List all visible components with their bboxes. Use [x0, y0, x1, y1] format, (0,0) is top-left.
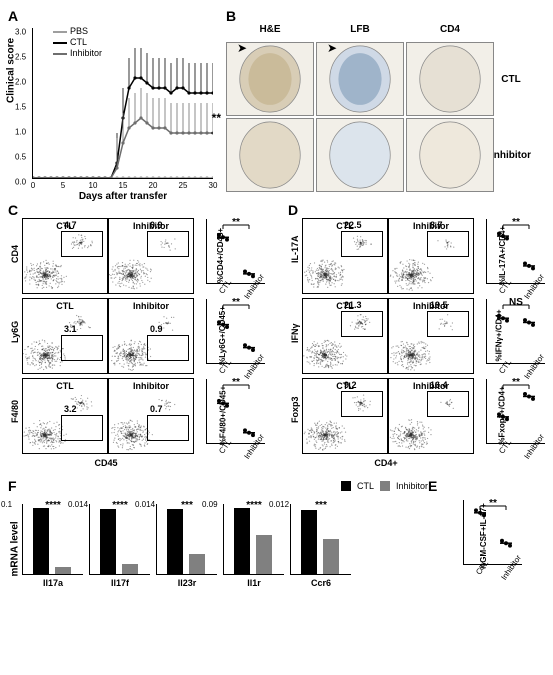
scatter-F4/80-ctl: CTL 3.2: [22, 378, 108, 454]
hdr-cd4: CD4: [406, 24, 494, 40]
panel-C-label: C: [8, 202, 18, 218]
scatter-CD4-inhibitor: Inhibitor 0.9: [108, 218, 194, 294]
panel-F-label: F: [8, 478, 17, 494]
clinical-score-chart: PBS CTL Inhibitor Clinical score Days af…: [32, 28, 213, 179]
barF-legend: CTL Inhibitor: [341, 481, 428, 491]
row-CD: C CD4CTL 4.7Inhibitor 0.9 ** %CD4+/CD45+…: [8, 202, 545, 468]
scatter-Foxp3-ctl: CTL 9.2: [302, 378, 388, 454]
brain-ctl-cd4: [406, 42, 494, 116]
scatter-Ly6G-inhibitor: Inhibitor 0.9: [108, 298, 194, 374]
rowlbl-ctl: CTL: [496, 42, 526, 116]
brain-inh-cd4: [406, 118, 494, 192]
row-AB: A PBS CTL Inhibitor Clinical score Days …: [8, 8, 545, 192]
scatter-Ly6G-ctl: CTL 3.1: [22, 298, 108, 374]
hdr-lfb: LFB: [316, 24, 404, 40]
brain-inh-he: [226, 118, 314, 192]
brain-ctl-lfb: ➤: [316, 42, 404, 116]
brain-inh-lfb: [316, 118, 404, 192]
row-FE: F CTL Inhibitor mRNA level 0.1 **** Il17…: [8, 478, 545, 575]
scatter-IFNγ-ctl: CTL 21.3: [302, 298, 388, 374]
hdr-he: H&E: [226, 24, 314, 40]
panel-E-label: E: [428, 478, 437, 494]
bar-Il17a: 0.1 **** Il17a: [22, 504, 83, 575]
panel-D: D IL-17ACTL 22.5Inhibitor 8.7 ** %IL-17A…: [288, 202, 545, 468]
chartA-xlabel: Days after transfer: [79, 191, 167, 202]
scatter-CD4-ctl: CTL 4.7: [22, 218, 108, 294]
scatter-IL-17A-ctl: CTL 22.5: [302, 218, 388, 294]
chartA-ylabel: Clinical score: [6, 38, 17, 103]
panel-B: B H&E LFB CD4 ➤ ➤ CTL Inhibitor: [226, 8, 545, 192]
panel-E: E ** %GM-CSF+IL-17+CTLInhibitor: [428, 478, 545, 574]
panel-A-label: A: [8, 8, 18, 24]
scatter-IFNγ-inhibitor: Inhibitor 19.5: [388, 298, 474, 374]
panel-D-label: D: [288, 202, 298, 218]
leg-ctl-F: CTL: [357, 481, 374, 491]
leg-inh-F: Inhibitor: [396, 481, 428, 491]
panel-B-label: B: [226, 8, 236, 24]
bar-Il17f: 0.014 **** Il17f: [89, 504, 150, 575]
bar-Il1r: 0.09 **** Il1r: [223, 504, 284, 575]
chartA-sig: **: [212, 111, 221, 125]
F-ylabel: mRNA level: [10, 563, 21, 577]
scatter-Foxp3-inhibitor: Inhibitor 16.4: [388, 378, 474, 454]
brain-ctl-he: ➤: [226, 42, 314, 116]
scatter-IL-17A-inhibitor: Inhibitor 8.7: [388, 218, 474, 294]
brain-grid: H&E LFB CD4 ➤ ➤ CTL Inhibitor: [226, 24, 545, 192]
panel-C: C CD4CTL 4.7Inhibitor 0.9 ** %CD4+/CD45+…: [8, 202, 284, 468]
rowlbl-inh: Inhibitor: [496, 118, 526, 192]
scatter-F4/80-inhibitor: Inhibitor 0.7: [108, 378, 194, 454]
panel-A: A PBS CTL Inhibitor Clinical score Days …: [8, 8, 218, 192]
bar-Ccr6: 0.012 *** Ccr6: [290, 504, 351, 575]
bar-Il23r: 0.014 *** Il23r: [156, 504, 217, 575]
panel-F: F CTL Inhibitor mRNA level 0.1 **** Il17…: [8, 478, 428, 575]
